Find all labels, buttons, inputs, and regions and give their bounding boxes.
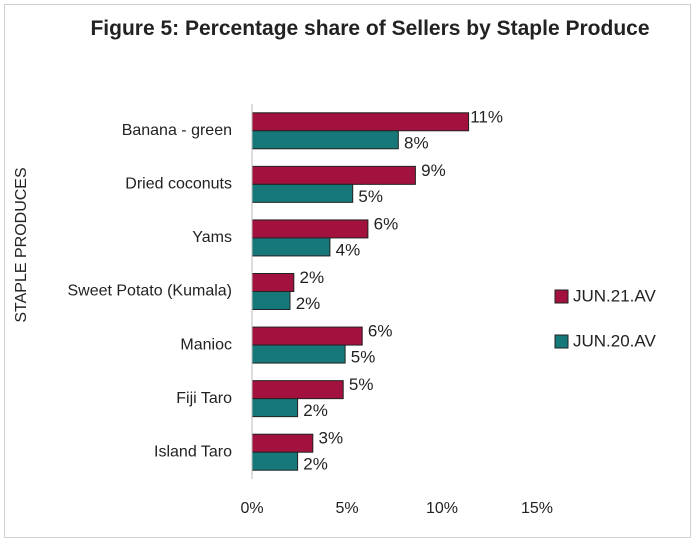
x-tick-label: 0% [240, 500, 263, 517]
bar [251, 380, 344, 400]
legend-swatch [554, 334, 569, 349]
value-label: 8% [404, 133, 429, 152]
bar [251, 398, 299, 418]
legend-label: JUN.20.AV [573, 331, 656, 350]
value-label: 2% [303, 455, 328, 474]
value-label: 2% [303, 401, 328, 420]
value-label: 5% [358, 187, 383, 206]
bar [251, 237, 331, 257]
x-tick-label: 10% [426, 500, 458, 517]
bar [251, 112, 470, 132]
value-label: 5% [349, 375, 374, 394]
value-label: 5% [351, 348, 376, 367]
bar [251, 291, 291, 310]
y-tick-label: Island Taro [154, 443, 232, 460]
bar [251, 130, 399, 150]
bar [251, 183, 354, 203]
value-label: 2% [300, 268, 325, 287]
x-tick-label: 15% [521, 500, 553, 517]
y-axis-label: STAPLE PRODUCES [13, 167, 30, 322]
chart-title: Figure 5: Percentage share of Sellers by… [90, 17, 650, 40]
value-label: 6% [368, 322, 393, 341]
value-label: 11% [470, 107, 503, 126]
bar [251, 433, 314, 453]
bar [251, 451, 299, 471]
legend-label: JUN.21.AV [573, 286, 656, 305]
bar [251, 219, 369, 239]
value-label: 6% [374, 214, 399, 233]
bar [251, 326, 363, 346]
x-tick-label: 5% [335, 500, 358, 517]
value-label: 3% [319, 429, 344, 448]
bar [251, 273, 295, 292]
y-tick-label: Sweet Potato (Kumala) [67, 283, 232, 300]
bar [251, 165, 416, 185]
y-tick-label: Fiji Taro [176, 390, 232, 407]
value-label: 2% [296, 294, 321, 313]
legend-swatch [554, 289, 569, 304]
bar [251, 344, 346, 364]
value-label: 9% [421, 161, 446, 180]
chart-frame [4, 4, 691, 538]
y-tick-label: Dried coconuts [125, 176, 232, 193]
value-label: 4% [336, 240, 361, 259]
y-tick-label: Banana - green [122, 122, 232, 139]
y-tick-label: Yams [192, 229, 232, 246]
y-tick-label: Manioc [180, 336, 232, 353]
